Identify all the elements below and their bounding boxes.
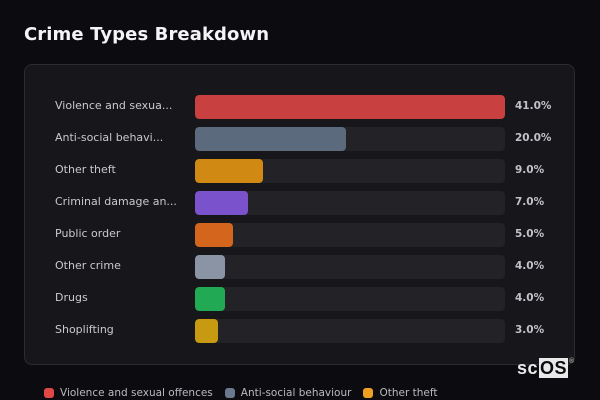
legend-label: Anti-social behaviour	[240, 387, 352, 399]
legend-swatch-icon	[363, 388, 374, 398]
bar-value: 4.0%	[515, 292, 545, 304]
bar-label: Shoplifting	[55, 323, 114, 336]
bar-value: 7.0%	[515, 196, 545, 208]
bar-track	[195, 319, 505, 343]
bar-value: 5.0%	[515, 228, 545, 240]
bar-fill[interactable]	[195, 95, 505, 119]
bar-fill[interactable]	[195, 223, 233, 247]
bar-track	[195, 223, 505, 247]
bar-label: Other crime	[55, 259, 121, 272]
legend-label: Other theft	[379, 387, 438, 399]
bar-label: Criminal damage an...	[55, 195, 177, 208]
bar-row[interactable]: Violence and sexua... 41.0%	[25, 95, 574, 119]
bar-track	[195, 191, 505, 215]
bar-fill[interactable]	[195, 191, 248, 215]
legend-item[interactable]: Other theft	[363, 387, 437, 399]
bar-value: 4.0%	[515, 260, 545, 272]
chart-title: Crime Types Breakdown	[24, 24, 270, 45]
chart-card: Violence and sexua... 41.0% Anti-social be…	[24, 64, 575, 365]
bar-fill[interactable]	[195, 319, 218, 343]
bar-row[interactable]: Criminal damage an... 7.0%	[25, 191, 574, 215]
bar-track	[195, 127, 505, 151]
bar-label: Anti-social behavi...	[55, 131, 164, 144]
watermark-sc: sc	[517, 358, 539, 378]
bar-label: Public order	[55, 227, 121, 240]
bar-track	[195, 159, 505, 183]
bar-row[interactable]: Drugs 4.0%	[25, 287, 574, 311]
bar-track	[195, 287, 505, 311]
bar-row[interactable]: Shoplifting 3.0%	[25, 319, 574, 343]
chart-legend: Violence and sexual offences Anti-social …	[44, 386, 449, 400]
legend-label: Violence and sexual offences	[60, 387, 213, 399]
bar-fill[interactable]	[195, 159, 263, 183]
registered-icon: ®	[569, 358, 575, 365]
bar-fill[interactable]	[195, 287, 225, 311]
bar-fill[interactable]	[195, 127, 346, 151]
bar-row[interactable]: Public order 5.0%	[25, 223, 574, 247]
bar-label: Other theft	[55, 163, 116, 176]
bar-fill[interactable]	[195, 255, 225, 279]
bar-label: Drugs	[55, 291, 88, 304]
bar-row[interactable]: Anti-social behavi... 20.0%	[25, 127, 574, 151]
legend-swatch-icon	[224, 388, 235, 398]
bar-value: 41.0%	[515, 100, 552, 112]
legend-item[interactable]: Anti-social behaviour	[224, 387, 352, 399]
bar-row[interactable]: Other crime 4.0%	[25, 255, 574, 279]
watermark-os: OS	[539, 358, 569, 378]
bar-track	[195, 255, 505, 279]
watermark-logo: sc OS ®	[517, 358, 575, 378]
bar-value: 9.0%	[515, 164, 545, 176]
legend-item[interactable]: Violence and sexual offences	[44, 387, 213, 399]
bar-value: 3.0%	[515, 324, 545, 336]
bar-label: Violence and sexua...	[55, 99, 173, 112]
bar-row[interactable]: Other theft 9.0%	[25, 159, 574, 183]
legend-swatch-icon	[44, 388, 54, 398]
bar-value: 20.0%	[515, 132, 552, 144]
bar-track	[195, 95, 505, 119]
